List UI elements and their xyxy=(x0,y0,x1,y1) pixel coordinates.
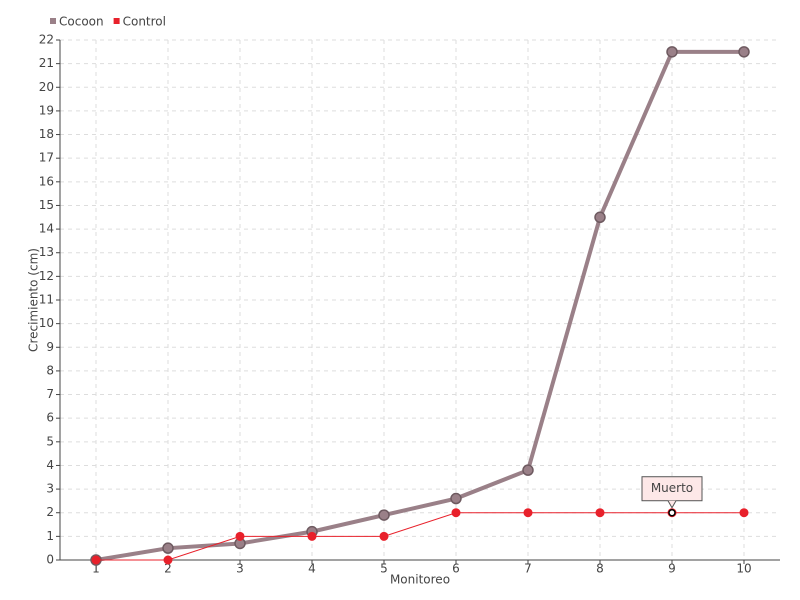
series-line xyxy=(96,512,744,561)
y-tick-label: 1 xyxy=(46,529,54,543)
data-point xyxy=(91,555,101,565)
x-axis-label: Monitoreo xyxy=(390,573,450,587)
y-tick-label: 14 xyxy=(39,222,54,236)
annotation-marker xyxy=(668,508,676,517)
data-point xyxy=(235,531,245,541)
y-tick-label: 8 xyxy=(46,363,54,377)
annotation-pointer xyxy=(667,500,677,509)
x-tick-label: 2 xyxy=(164,562,172,576)
y-tick-label: 15 xyxy=(39,198,54,212)
y-tick-label: 10 xyxy=(39,316,54,330)
y-tick-label: 0 xyxy=(46,553,54,567)
series-line xyxy=(95,49,744,562)
y-tick-label: 22 xyxy=(39,33,54,47)
data-point xyxy=(522,464,534,476)
y-tick-label: 9 xyxy=(46,340,54,354)
legend-swatch xyxy=(50,18,56,24)
x-tick-label: 10 xyxy=(736,562,751,576)
y-tick-label: 4 xyxy=(46,458,54,472)
y-tick-label: 11 xyxy=(39,293,54,307)
x-tick-label: 5 xyxy=(380,562,388,576)
y-tick-label: 17 xyxy=(39,151,54,165)
y-tick-label: 20 xyxy=(39,80,54,94)
y-tick-label: 19 xyxy=(39,103,54,117)
data-point xyxy=(162,542,174,554)
y-tick-label: 13 xyxy=(39,245,54,259)
data-point xyxy=(523,508,533,518)
x-tick-label: 3 xyxy=(236,562,244,576)
y-tick-label: 18 xyxy=(39,127,54,141)
data-point xyxy=(595,508,605,518)
data-point xyxy=(451,508,461,518)
data-point xyxy=(666,46,678,58)
legend-label: Control xyxy=(123,15,166,29)
data-point xyxy=(594,211,606,224)
y-tick-label: 6 xyxy=(46,411,54,425)
y-tick-label: 12 xyxy=(39,269,54,283)
data-point xyxy=(450,492,462,505)
x-tick-label: 1 xyxy=(92,562,100,576)
x-tick-label: 9 xyxy=(668,562,676,576)
x-tick-label: 8 xyxy=(596,562,604,576)
x-tick-label: 6 xyxy=(452,562,460,576)
data-point xyxy=(379,531,389,541)
x-tick-label: 7 xyxy=(524,562,532,576)
x-tick-label: 4 xyxy=(308,562,316,576)
annotation-box xyxy=(641,476,703,502)
y-tick-label: 3 xyxy=(46,482,54,496)
data-point xyxy=(378,509,390,521)
y-tick-label: 7 xyxy=(46,387,54,401)
y-tick-label: 2 xyxy=(46,505,54,519)
annotation-text: Muerto xyxy=(651,481,693,495)
y-tick-label: 16 xyxy=(39,174,54,188)
data-point xyxy=(307,531,317,541)
data-point xyxy=(163,555,173,565)
data-point xyxy=(738,46,750,58)
y-tick-label: 5 xyxy=(46,434,54,448)
legend-label: Cocoon xyxy=(59,15,104,29)
legend-swatch xyxy=(113,18,120,24)
data-point xyxy=(739,508,749,518)
y-axis-label: Crecimiento (cm) xyxy=(27,248,41,352)
y-tick-label: 21 xyxy=(39,56,54,70)
